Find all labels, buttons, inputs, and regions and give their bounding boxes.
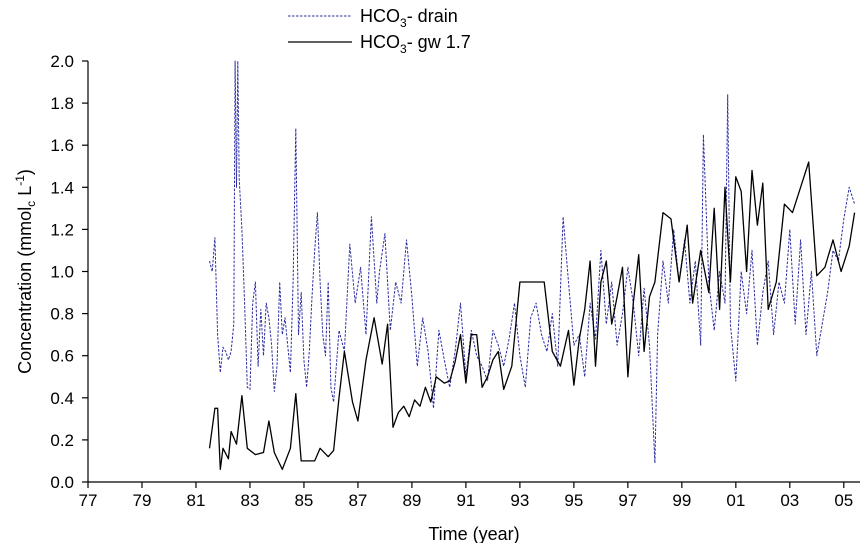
- y-tick-label: 2.0: [50, 52, 74, 71]
- x-tick-label: 93: [510, 491, 529, 510]
- legend-label-sub: 3: [400, 16, 407, 30]
- x-ticks: 77 79 81 83 85 87 89 91 93 95 97 99 01 03 05: [79, 482, 853, 510]
- y-axis-title-sub: c: [24, 201, 38, 207]
- y-tick-label: 1.2: [50, 220, 74, 239]
- y-axis-title-suffix: ): [15, 169, 35, 175]
- y-axis-title: Concentration (mmolc L-1): [13, 169, 38, 374]
- x-tick-label: 87: [348, 491, 367, 510]
- legend-label-suffix: - drain: [407, 6, 458, 26]
- x-tick-label: 03: [780, 491, 799, 510]
- x-axis-title: Time (year): [428, 524, 519, 543]
- legend-label-1: HCO3- gw 1.7: [360, 32, 471, 56]
- x-tick-label: 97: [618, 491, 637, 510]
- y-tick-label: 0.8: [50, 305, 74, 324]
- y-tick-label: 0.2: [50, 431, 74, 450]
- series-layer: [208, 60, 856, 471]
- y-tick-label: 1.6: [50, 136, 74, 155]
- x-tick-label: 83: [240, 491, 259, 510]
- legend-label-sub: 3: [400, 42, 407, 56]
- x-tick-label: 85: [294, 491, 313, 510]
- series-line-1: [208, 161, 856, 471]
- y-tick-label: 1.8: [50, 94, 74, 113]
- series-line-0: [209, 60, 856, 464]
- x-tick-label: 89: [402, 491, 421, 510]
- y-tick-label: 1.4: [50, 178, 74, 197]
- y-axis-title-prefix: Concentration (mmol: [15, 207, 35, 374]
- legend-label-suffix: - gw 1.7: [407, 32, 471, 52]
- y-tick-label: 1.0: [50, 263, 74, 282]
- axes: [87, 61, 860, 483]
- y-ticks: 0.0 0.2 0.4 0.6 0.8 1.0 1.2 1.4 1.6 1.8 2.0: [50, 52, 88, 492]
- x-tick-label: 95: [564, 491, 583, 510]
- x-tick-label: 01: [726, 491, 745, 510]
- x-tick-label: 91: [456, 491, 475, 510]
- y-axis-title-sup: -1: [13, 175, 27, 186]
- x-tick-label: 77: [79, 491, 98, 510]
- legend-label-main: HCO: [360, 6, 400, 26]
- x-tick-label: 81: [187, 491, 206, 510]
- y-tick-label: 0.0: [50, 473, 74, 492]
- x-tick-label: 99: [672, 491, 691, 510]
- y-axis-title-mid: L: [15, 186, 35, 201]
- legend-label-0: HCO3- drain: [360, 6, 458, 30]
- x-tick-label: 05: [834, 491, 853, 510]
- legend-label-main: HCO: [360, 32, 400, 52]
- x-tick-label: 79: [133, 491, 152, 510]
- y-tick-label: 0.6: [50, 347, 74, 366]
- y-tick-label: 0.4: [50, 389, 74, 408]
